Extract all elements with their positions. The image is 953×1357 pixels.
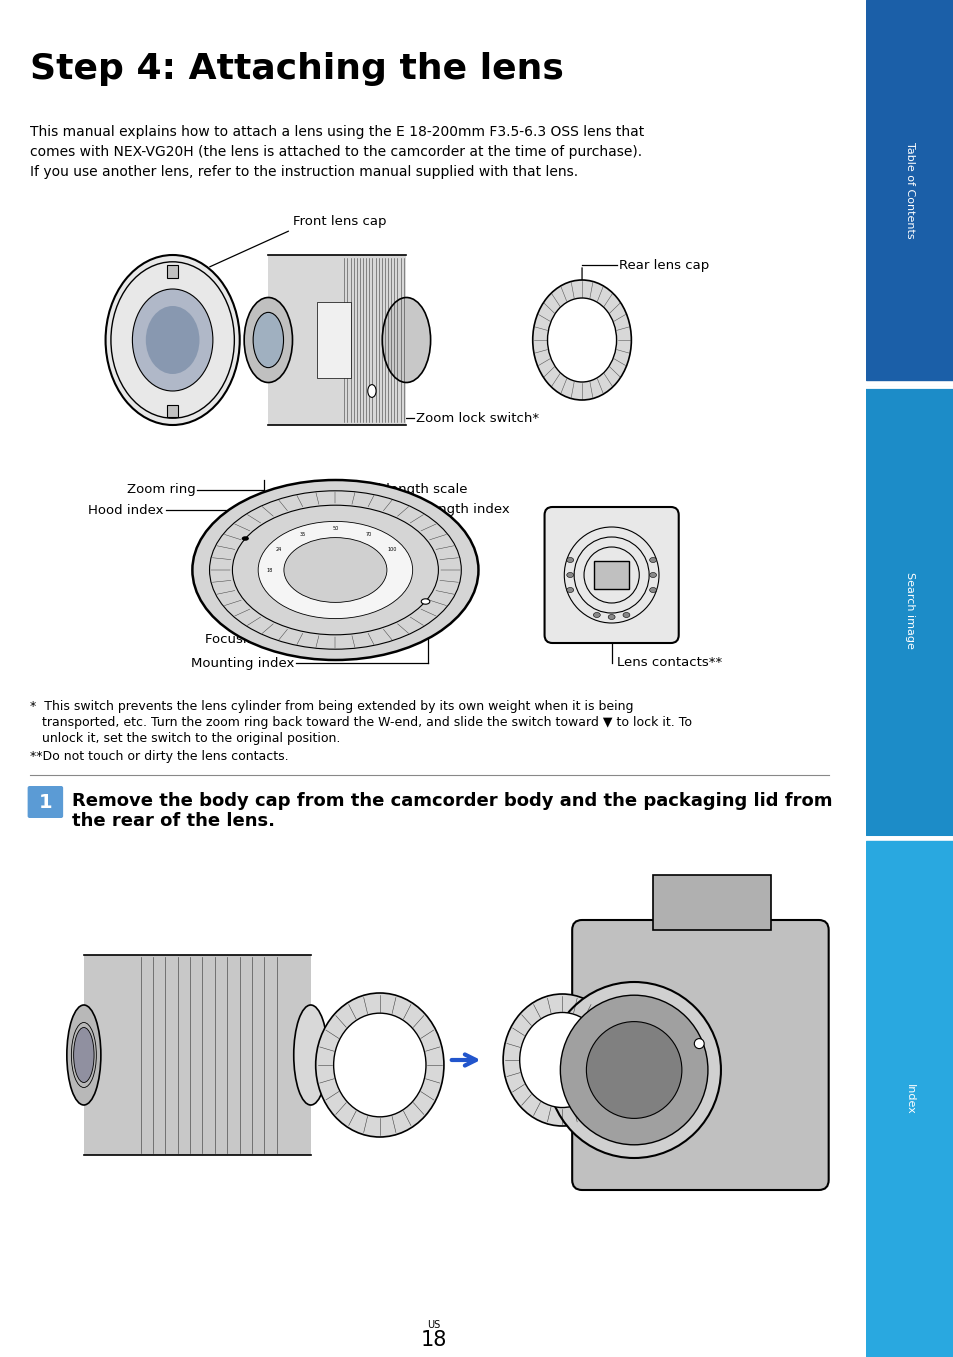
Text: Hood index: Hood index <box>89 503 164 517</box>
Ellipse shape <box>244 297 293 383</box>
Text: unlock it, set the switch to the original position.: unlock it, set the switch to the origina… <box>30 731 339 745</box>
Text: 100: 100 <box>387 547 396 552</box>
Ellipse shape <box>241 536 249 540</box>
Bar <box>865 0 953 380</box>
Text: Remove the body cap from the camcorder body and the packaging lid from: Remove the body cap from the camcorder b… <box>71 792 832 810</box>
Text: 1: 1 <box>38 792 52 811</box>
Text: 18: 18 <box>266 567 273 573</box>
Text: transported, etc. Turn the zoom ring back toward the W-end, and slide the switch: transported, etc. Turn the zoom ring bac… <box>30 716 691 729</box>
FancyBboxPatch shape <box>28 786 63 818</box>
Text: If you use another lens, refer to the instruction manual supplied with that lens: If you use another lens, refer to the in… <box>30 166 578 179</box>
Text: Lens contacts**: Lens contacts** <box>616 657 721 669</box>
Ellipse shape <box>106 255 239 425</box>
Circle shape <box>559 995 707 1145</box>
Text: Mounting index: Mounting index <box>191 657 294 669</box>
Bar <box>865 841 953 1357</box>
Text: Front lens cap: Front lens cap <box>293 214 386 228</box>
Bar <box>84 955 311 1155</box>
Bar <box>653 875 771 930</box>
Circle shape <box>547 982 720 1158</box>
Ellipse shape <box>146 305 199 375</box>
Ellipse shape <box>502 993 620 1126</box>
Ellipse shape <box>593 612 599 617</box>
Text: *  This switch prevents the lens cylinder from being extended by its own weight : * This switch prevents the lens cylinder… <box>30 700 633 712</box>
Ellipse shape <box>566 588 573 593</box>
Text: 18: 18 <box>420 1330 447 1350</box>
FancyBboxPatch shape <box>544 508 678 643</box>
Text: Zoom lock switch*: Zoom lock switch* <box>416 411 538 425</box>
Ellipse shape <box>258 521 413 619</box>
Bar <box>167 404 178 418</box>
Ellipse shape <box>566 573 573 578</box>
Ellipse shape <box>304 550 367 590</box>
Ellipse shape <box>566 558 573 563</box>
Ellipse shape <box>67 1006 101 1105</box>
Text: Focusing ring: Focusing ring <box>205 634 294 646</box>
Ellipse shape <box>132 289 213 391</box>
Ellipse shape <box>622 612 629 617</box>
Text: the rear of the lens.: the rear of the lens. <box>71 811 274 830</box>
Bar <box>865 387 953 835</box>
Bar <box>268 255 406 425</box>
Text: Index: Index <box>904 1084 914 1114</box>
Text: Focal-length index: Focal-length index <box>386 503 509 517</box>
Text: 70: 70 <box>365 532 371 536</box>
Ellipse shape <box>519 1012 604 1107</box>
Text: comes with NEX-VG20H (the lens is attached to the camcorder at the time of purch: comes with NEX-VG20H (the lens is attach… <box>30 145 641 159</box>
Text: US: US <box>427 1320 440 1330</box>
Circle shape <box>694 1038 703 1049</box>
Text: **Do not touch or dirty the lens contacts.: **Do not touch or dirty the lens contact… <box>30 750 288 763</box>
Ellipse shape <box>284 537 387 603</box>
Bar <box>316 301 351 379</box>
Circle shape <box>586 1022 681 1118</box>
Text: Step 4: Attaching the lens: Step 4: Attaching the lens <box>30 52 563 85</box>
Ellipse shape <box>532 280 631 400</box>
Ellipse shape <box>315 993 443 1137</box>
Text: Search image: Search image <box>904 573 914 649</box>
Text: Focal-length scale: Focal-length scale <box>347 483 467 497</box>
FancyBboxPatch shape <box>572 920 828 1190</box>
Text: 35: 35 <box>299 532 305 536</box>
Ellipse shape <box>649 588 656 593</box>
Bar <box>594 560 629 589</box>
Ellipse shape <box>294 1006 328 1105</box>
Ellipse shape <box>253 312 283 368</box>
Ellipse shape <box>368 384 375 398</box>
Text: This manual explains how to attach a lens using the E 18-200mm F3.5-6.3 OSS lens: This manual explains how to attach a len… <box>30 125 643 138</box>
Ellipse shape <box>608 615 615 620</box>
Text: Rear lens cap: Rear lens cap <box>618 258 708 271</box>
Text: Table of Contents: Table of Contents <box>904 141 914 239</box>
Ellipse shape <box>649 558 656 563</box>
Ellipse shape <box>382 297 430 383</box>
Text: 50: 50 <box>332 527 338 531</box>
Ellipse shape <box>547 299 616 383</box>
Ellipse shape <box>73 1027 94 1083</box>
Ellipse shape <box>193 480 478 660</box>
Ellipse shape <box>334 1014 426 1117</box>
Bar <box>167 265 178 278</box>
Ellipse shape <box>649 573 656 578</box>
Text: 24: 24 <box>275 547 281 552</box>
Text: Zoom ring: Zoom ring <box>127 483 195 497</box>
Ellipse shape <box>421 598 430 604</box>
